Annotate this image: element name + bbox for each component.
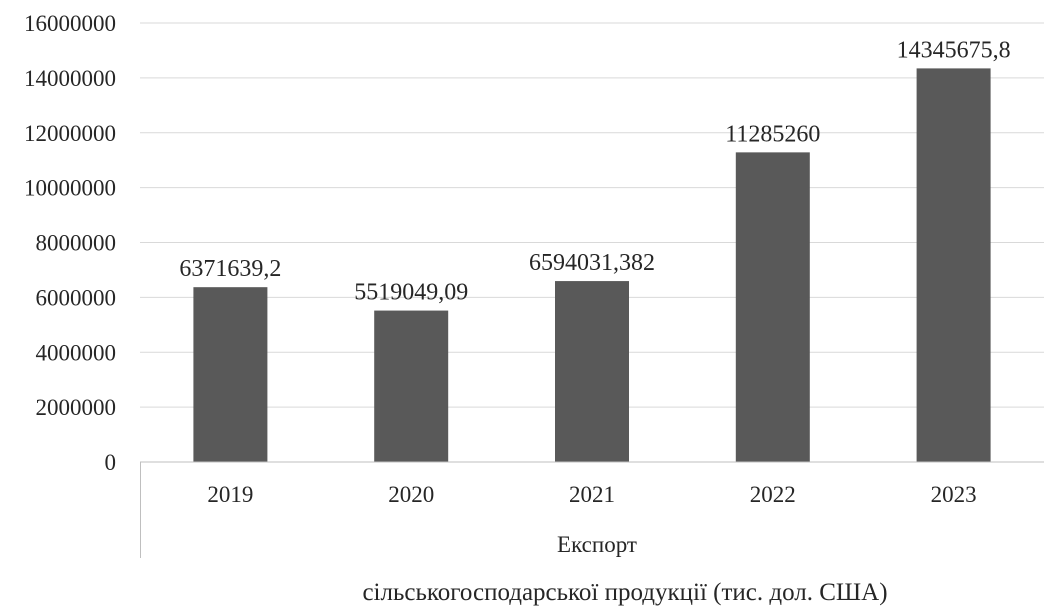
data-label-2021: 6594031,382 [529,250,655,276]
y-tick-label: 14000000 [24,66,116,91]
y-tick-label: 12000000 [24,121,116,146]
x-axis-group-label: Експорт [557,532,637,557]
data-label-2023: 14345675,8 [897,37,1011,63]
x-category-label-2021: 2021 [569,482,615,507]
y-tick-label: 8000000 [36,231,117,256]
data-label-2019: 6371639,2 [179,256,281,282]
y-tick-label: 4000000 [36,340,117,365]
bars [193,68,991,463]
x-category-label-2023: 2023 [931,482,977,507]
bar-2023 [916,68,991,463]
bar-2020 [374,310,449,462]
x-axis-category-labels: 2019 2020 2021 2022 2023 [207,482,976,507]
y-tick-label: 16000000 [24,11,116,36]
y-tick-label: 0 [105,450,117,475]
x-category-label-2020: 2020 [388,482,434,507]
bar-2022 [735,152,810,463]
x-category-label-2022: 2022 [750,482,796,507]
bar-2021 [555,281,629,462]
data-label-2022: 11285260 [725,121,820,147]
axes [140,461,1044,558]
data-label-2020: 5519049,09 [354,280,468,306]
x-axis-caption: сільськогосподарської продукції (тис. до… [362,579,887,606]
x-category-label-2019: 2019 [207,482,253,507]
y-tick-label: 2000000 [36,395,117,420]
data-labels: 6371639,2 5519049,09 6594031,382 11285260 14… [179,37,1010,305]
bar-2019 [193,287,268,462]
y-axis-tick-labels: 0 2000000 4000000 6000000 8000000 10000000 120… [24,11,116,475]
y-tick-label: 6000000 [36,285,117,310]
y-tick-label: 10000000 [24,176,116,201]
